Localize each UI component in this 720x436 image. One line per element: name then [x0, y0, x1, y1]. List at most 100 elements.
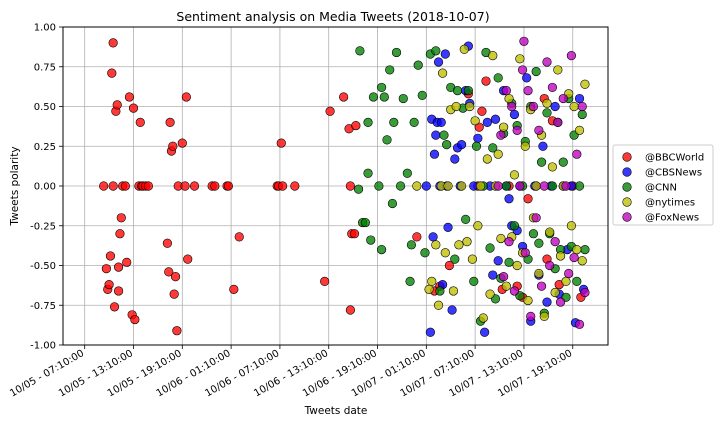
data-point [580, 287, 590, 298]
data-point [406, 240, 417, 250]
data-point [534, 238, 544, 248]
data-point [488, 143, 498, 153]
data-point [135, 117, 145, 127]
data-point [545, 260, 555, 271]
data-point [504, 237, 514, 247]
data-point [223, 181, 233, 191]
y-tick-label: -0.50 [30, 261, 56, 272]
data-point [542, 297, 552, 307]
data-point [493, 181, 503, 191]
data-point [108, 38, 118, 48]
data-point [385, 65, 395, 75]
data-point [499, 272, 509, 282]
data-point [374, 181, 384, 191]
data-point [366, 235, 376, 245]
legend-label: @CNN [645, 183, 677, 194]
data-point [574, 319, 585, 329]
data-point [509, 170, 520, 180]
data-point [572, 149, 582, 159]
data-point [116, 213, 126, 223]
y-tick-label: -0.25 [30, 221, 56, 232]
data-point [436, 117, 446, 127]
data-point [531, 213, 541, 223]
data-point [398, 93, 408, 104]
data-point [351, 120, 361, 131]
data-point [480, 327, 490, 337]
data-point [512, 260, 522, 271]
data-point [339, 92, 349, 102]
data-point [101, 264, 111, 274]
data-point [431, 46, 441, 56]
data-point [278, 181, 288, 191]
data-point [164, 267, 174, 277]
data-point [520, 141, 530, 151]
data-point [168, 141, 178, 151]
data-point [512, 125, 522, 135]
data-point [120, 181, 130, 191]
data-point [409, 117, 419, 127]
data-point [574, 181, 585, 191]
data-point [470, 116, 480, 126]
data-point [469, 276, 479, 287]
data-point [172, 326, 182, 336]
data-point [180, 181, 190, 191]
data-point [471, 141, 482, 151]
data-point [501, 281, 511, 291]
y-axis-label: Tweets polarity [9, 146, 21, 226]
data-point [435, 286, 445, 296]
data-point [363, 117, 373, 127]
data-point [526, 311, 536, 321]
data-point [550, 101, 560, 112]
legend-marker [622, 212, 632, 222]
y-tick-label: 0.75 [34, 62, 56, 73]
data-point [444, 260, 454, 271]
data-point [113, 286, 124, 296]
data-point [574, 125, 585, 135]
data-point [569, 252, 579, 263]
data-point [553, 117, 563, 127]
data-point [478, 313, 488, 323]
data-point [550, 237, 560, 247]
data-point [531, 66, 541, 77]
data-point [523, 85, 533, 96]
data-point [488, 51, 498, 61]
data-point [547, 82, 558, 93]
y-tick-label: 0.00 [34, 182, 56, 193]
data-point [509, 109, 520, 120]
data-point [542, 108, 552, 118]
data-point [519, 36, 529, 46]
data-point [509, 221, 520, 231]
data-point [452, 85, 463, 96]
data-point [349, 229, 360, 239]
data-point [424, 284, 434, 294]
data-point [368, 92, 379, 102]
data-point [528, 101, 539, 112]
data-point [456, 181, 467, 191]
data-point [493, 256, 503, 266]
data-point [99, 181, 109, 191]
data-point [412, 181, 422, 191]
legend-label: @nytimes [645, 198, 695, 209]
data-point [547, 162, 558, 172]
data-point [433, 57, 444, 67]
data-point [382, 135, 392, 145]
data-point [451, 101, 461, 112]
data-point [522, 73, 532, 83]
data-point [482, 154, 492, 164]
data-point [528, 229, 539, 239]
data-point [440, 49, 450, 59]
data-point [345, 181, 356, 191]
data-point [475, 181, 486, 191]
data-point [353, 184, 364, 194]
data-point [485, 243, 495, 253]
data-point [459, 44, 469, 54]
data-point [534, 125, 544, 135]
data-point [112, 100, 122, 110]
data-point [276, 138, 286, 148]
data-point [440, 248, 450, 258]
chart-title: Sentiment analysis on Media Tweets (2018… [176, 9, 489, 24]
data-point [442, 140, 452, 150]
data-point [130, 314, 140, 325]
data-point [229, 284, 239, 294]
